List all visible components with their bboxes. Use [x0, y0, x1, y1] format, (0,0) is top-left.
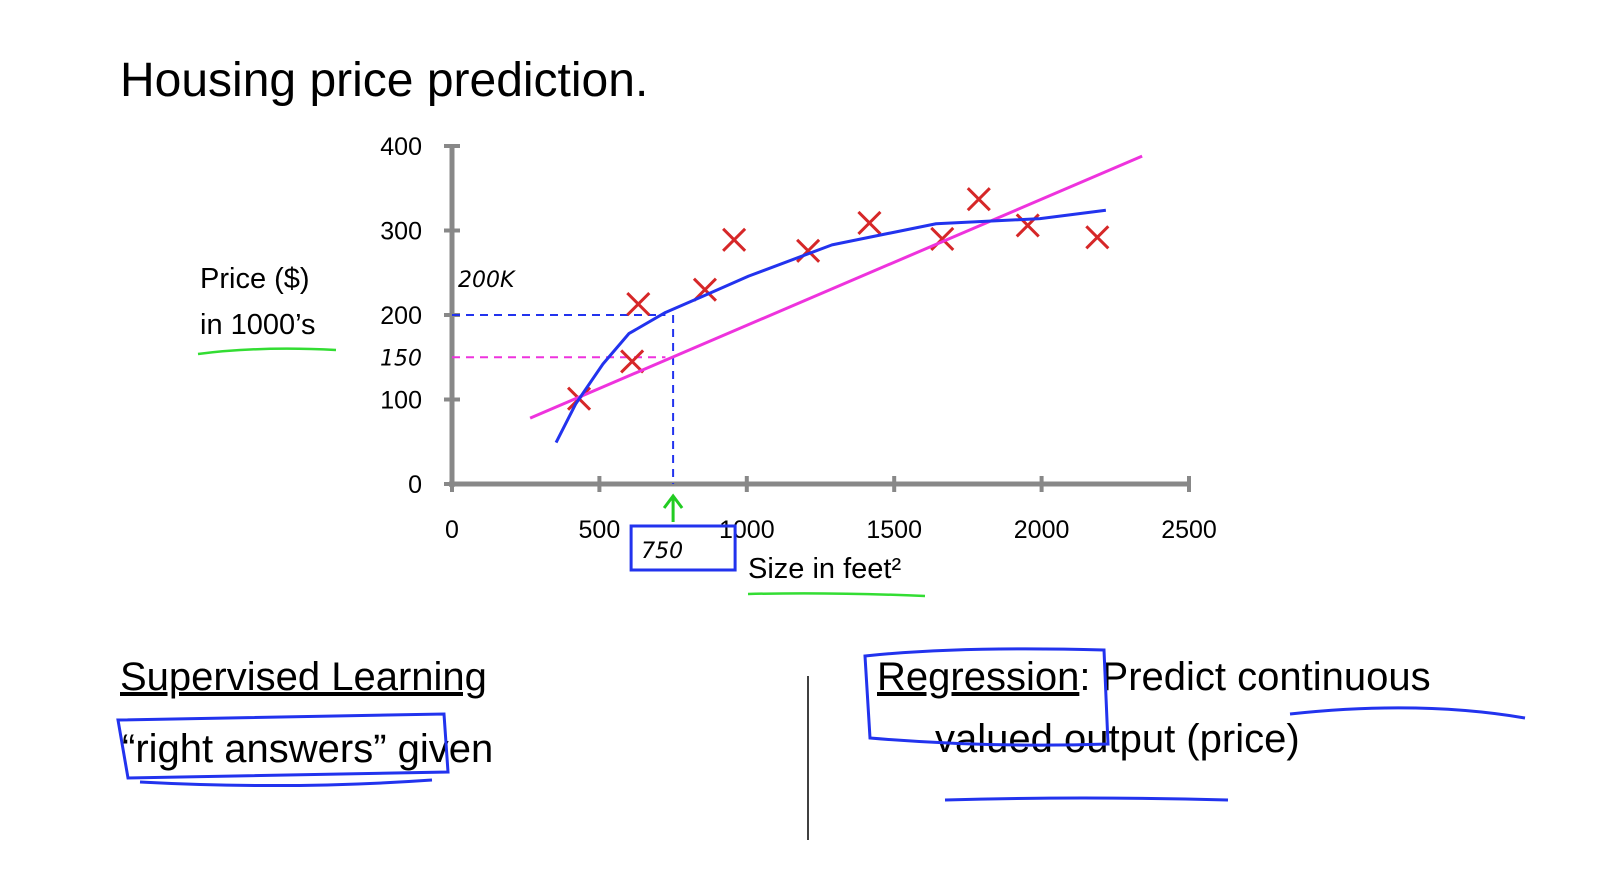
hand-box — [629, 524, 737, 572]
data-point — [620, 349, 645, 374]
y-axis-label: Price ($) — [200, 263, 310, 295]
y-tick-label: 400 — [380, 133, 422, 161]
data-point — [857, 210, 882, 235]
annotation: 150 — [380, 346, 422, 371]
hand-underline — [944, 796, 1229, 802]
data-point — [1085, 225, 1110, 250]
regression-text: : Predict continuous — [1079, 655, 1430, 699]
y-tick-label: 100 — [380, 387, 422, 415]
y-tick-label: 300 — [380, 218, 422, 246]
fit-line — [554, 208, 1107, 444]
data-point — [966, 187, 991, 212]
data-point — [722, 227, 747, 252]
green-underline — [747, 592, 926, 598]
x-tick-label: 0 — [445, 516, 459, 544]
x-tick-label: 2500 — [1161, 516, 1217, 544]
annotation: 750 — [641, 539, 683, 564]
arrow — [662, 493, 684, 522]
fit-line — [529, 154, 1143, 420]
hand-box — [116, 712, 450, 780]
data-point — [626, 291, 651, 317]
green-underline — [197, 347, 337, 356]
slide-title: Housing price prediction. — [120, 54, 648, 107]
y-tick-label: 0 — [408, 471, 422, 499]
y-tick-label: 200 — [380, 302, 422, 330]
left-line: “right answers” given — [122, 727, 493, 771]
x-axis-label: Size in feet² — [748, 553, 901, 585]
y-axis-label: in 1000’s — [200, 309, 316, 341]
annotation: 200K — [458, 268, 516, 293]
hand-underline — [139, 778, 433, 788]
x-tick-label: 1500 — [866, 516, 922, 544]
x-tick-label: 500 — [579, 516, 621, 544]
left-heading: Supervised Learning — [120, 655, 487, 699]
x-tick-label: 1000 — [719, 516, 775, 544]
regression-term: Regression — [877, 655, 1079, 699]
hand-underline — [1289, 706, 1526, 720]
x-tick-label: 2000 — [1014, 516, 1070, 544]
hand-box — [863, 647, 1110, 747]
regression-text: valued output (price) — [935, 717, 1300, 761]
